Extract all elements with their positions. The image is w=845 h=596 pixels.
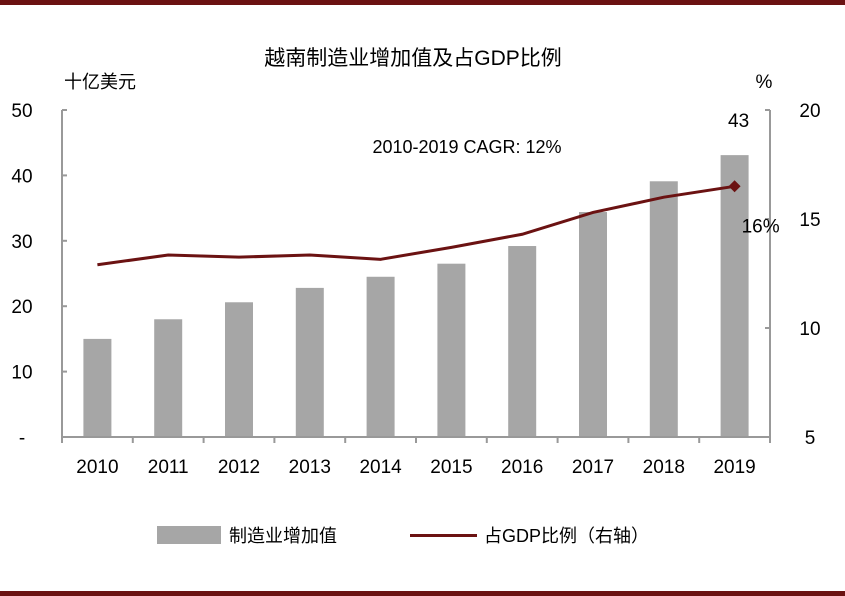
top-rule — [0, 0, 845, 5]
bar — [579, 212, 607, 437]
line-data-label: 16% — [742, 216, 780, 237]
bar — [720, 155, 749, 437]
bottom-rule — [0, 591, 845, 596]
legend-bar-swatch — [157, 526, 221, 544]
bar — [154, 319, 183, 437]
x-tick-label: 2010 — [76, 457, 118, 478]
cagr-annotation: 2010-2019 CAGR: 12% — [372, 137, 561, 157]
x-tick-label: 2018 — [643, 457, 685, 478]
chart-title: 越南制造业增加值及占GDP比例 — [264, 47, 562, 70]
x-tick-label: 2011 — [148, 457, 189, 478]
left-tick-label: 30 — [11, 232, 32, 253]
legend-bar-label: 制造业增加值 — [229, 526, 337, 546]
bar — [366, 276, 395, 437]
x-tick-label: 2012 — [218, 457, 260, 478]
right-tick-label: 5 — [805, 428, 816, 449]
bar — [83, 338, 112, 437]
x-tick-label: 2017 — [572, 457, 614, 478]
left-tick-label: 20 — [11, 297, 32, 318]
x-tick-label: 2019 — [713, 457, 755, 478]
line-end-marker — [728, 180, 741, 193]
x-tick-label: 2014 — [359, 457, 402, 478]
x-tick-label: 2013 — [289, 457, 331, 478]
bar — [295, 287, 324, 437]
right-axis-unit: % — [756, 72, 773, 93]
left-tick-label: 10 — [11, 363, 32, 384]
left-tick-label: 40 — [11, 166, 32, 187]
bar-data-label: 43 — [728, 111, 749, 132]
left-axis-unit: 十亿美元 — [64, 72, 136, 92]
x-tick-label: 2016 — [501, 457, 543, 478]
right-tick-label: 15 — [799, 210, 820, 231]
left-tick-label: - — [19, 428, 25, 449]
bar — [437, 263, 466, 437]
line-series — [97, 184, 735, 267]
x-tick-label: 2015 — [430, 457, 472, 478]
bar — [649, 181, 678, 437]
bar — [225, 302, 253, 437]
legend-line-label: 占GDP比例（右轴） — [484, 526, 649, 546]
right-tick-label: 10 — [799, 319, 820, 340]
bar — [508, 246, 537, 437]
left-tick-label: 50 — [11, 101, 32, 122]
legend-line-swatch — [410, 534, 477, 537]
legend: 制造业增加值 占GDP比例（右轴） — [157, 526, 649, 546]
right-tick-label: 20 — [799, 101, 820, 122]
